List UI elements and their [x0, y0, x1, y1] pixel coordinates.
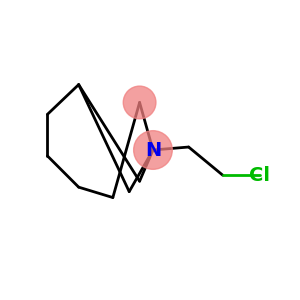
Circle shape — [123, 86, 156, 119]
Text: N: N — [145, 140, 161, 160]
Circle shape — [134, 131, 172, 169]
Text: Cl: Cl — [250, 166, 271, 185]
